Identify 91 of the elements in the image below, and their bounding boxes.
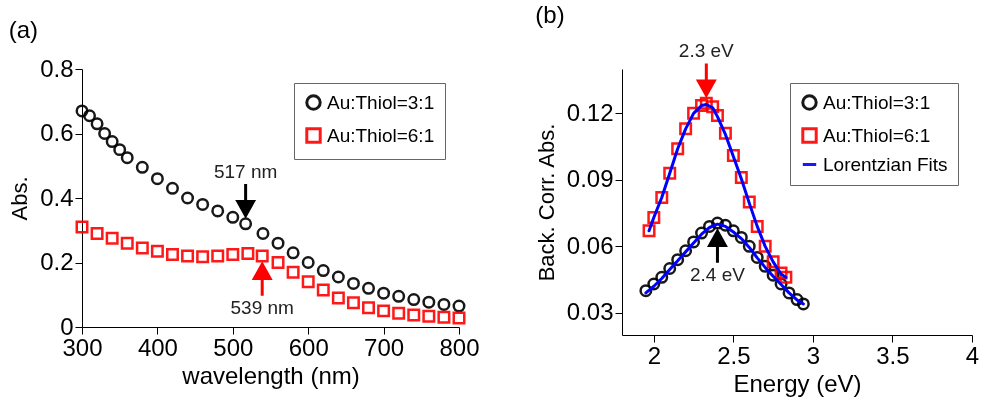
point [135,241,149,255]
point [105,231,119,245]
point [75,220,89,234]
point [407,293,421,307]
point [286,265,300,279]
point [377,304,391,318]
point [181,191,195,205]
point [120,151,134,165]
point [255,249,269,263]
point [639,284,653,298]
point [452,299,466,313]
point [75,104,89,118]
point [407,308,421,322]
y-axis-title: Abs. [7,176,33,221]
point [346,276,360,290]
point [211,204,225,218]
point [392,306,406,320]
point [331,270,345,284]
point [105,135,119,149]
point [181,249,195,263]
point [346,296,360,310]
point [241,246,255,260]
point [150,172,164,186]
y-tick-label: 0.8 [40,54,74,82]
y-tick-label: 0.09 [566,165,614,193]
point [286,246,300,260]
x-tick-label: 3.5 [876,341,910,369]
x-axis-title: wavelength (nm) [181,361,360,389]
legend-label: Au:Thiol=3:1 [327,91,435,113]
chart-title: (a) [8,16,38,43]
legend-label: Au:Thiol=6:1 [327,124,435,146]
point [150,244,164,258]
chart-title: (b) [535,1,565,29]
x-tick-label: 3 [806,341,821,369]
point [90,226,104,240]
point [301,275,315,289]
point [422,295,436,309]
x-tick-label: 2.5 [717,341,751,369]
x-tick-label: 4 [965,341,980,369]
x-tick-label: 500 [213,333,254,361]
point [226,210,240,224]
point [120,236,134,250]
point [98,127,112,140]
x-tick-label: 800 [439,333,480,361]
point [165,181,179,195]
y-tick-label: 0.12 [566,98,614,126]
legend-label: Lorentzian Fits [823,153,948,175]
point [165,247,179,261]
point [316,264,330,278]
point [301,256,315,269]
point [226,247,240,261]
annotation: 539 nm [230,297,294,319]
point [271,256,285,269]
point [422,309,436,323]
point [135,160,149,174]
point [256,226,270,240]
y-axis-title: Back. Corr. Abs. [533,123,559,282]
point [437,310,451,324]
x-tick-label: 400 [137,333,178,361]
point [362,281,376,295]
x-tick-label: 600 [288,333,329,361]
annotation: 2.3 eV [678,40,735,62]
point [271,236,285,250]
y-tick-label: 0.06 [566,231,614,259]
y-tick-label: 0.03 [566,298,614,326]
legend-label: Au:Thiol=6:1 [823,124,931,146]
point [196,250,210,264]
point [239,217,253,231]
point [437,297,451,311]
x-axis-title: Energy (eV) [733,369,862,397]
line-series [644,222,805,306]
point [113,143,127,157]
y-tick-label: 0.2 [40,248,74,275]
x-tick-label: 2 [647,341,661,369]
point [83,109,97,123]
point [377,286,391,300]
point [196,197,210,211]
point [362,301,376,315]
y-tick-label: 0.4 [40,183,74,211]
y-tick-label: 0 [60,312,74,340]
annotation: 2.4 eV [689,264,746,286]
point [331,291,345,305]
point [392,289,406,303]
annotation: 517 nm [213,160,278,182]
point [316,283,330,297]
point [211,249,225,263]
y-tick-label: 0.6 [40,119,74,146]
x-tick-label: 700 [364,333,405,361]
point [452,311,466,325]
legend-label: Au:Thiol=3:1 [823,91,931,113]
point [90,117,104,131]
